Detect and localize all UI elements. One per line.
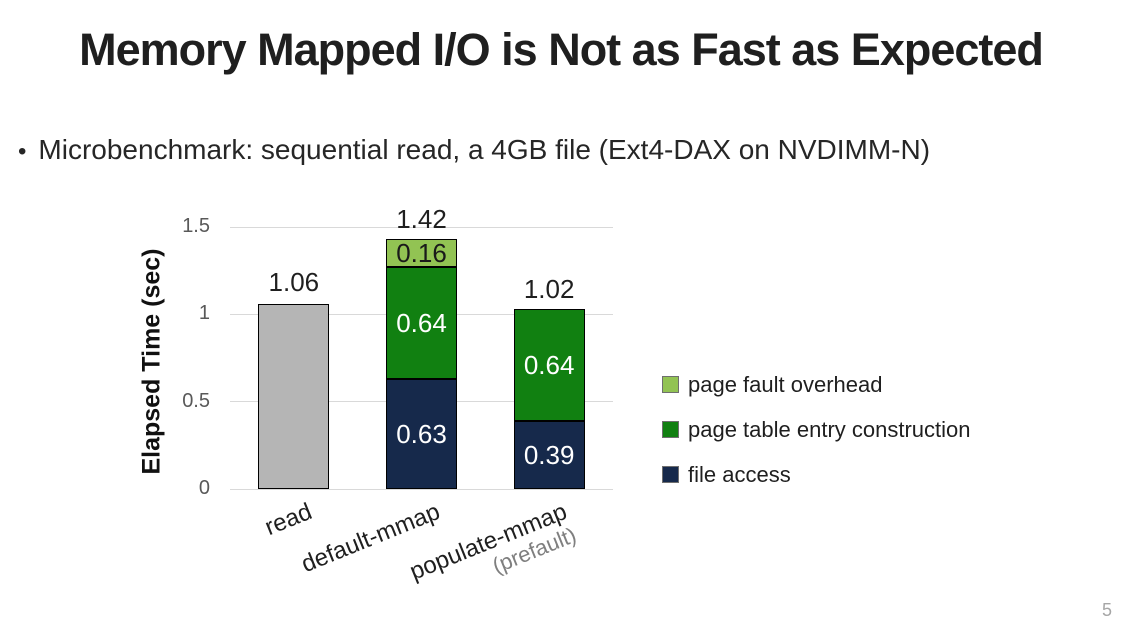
legend-label: file access <box>688 461 791 487</box>
bar-segment-read-read <box>258 303 330 489</box>
x-category-label-text: read <box>260 498 316 542</box>
y-tick-label-1.5: 1.5 <box>182 215 210 237</box>
legend-swatch-page-fault-overhead <box>662 376 679 393</box>
y-tick-label-0.5: 0.5 <box>182 389 210 412</box>
y-axis-title: Elapsed Time (sec) <box>137 248 166 475</box>
legend-label: page table entry construction <box>688 416 971 442</box>
bar-total-label-read: 1.06 <box>268 266 320 297</box>
bullet-text: Microbenchmark: sequential read, a 4GB f… <box>38 134 931 165</box>
plot-area: 1.06 0.63 0.64 0.16 1.42 0.39 0.64 1.02 <box>230 204 613 490</box>
legend-item-page-fault-overhead: page fault overhead <box>662 372 971 397</box>
bar-total-label-populate-mmap: 1.02 <box>523 273 575 304</box>
bullet-icon: • <box>18 138 27 165</box>
bar-segment-populate-mmap-page-table-entry-construction: 0.64 <box>513 309 585 421</box>
segment-value-label: 0.63 <box>396 418 447 449</box>
bullet-line: • Microbenchmark: sequential read, a 4GB … <box>18 134 930 166</box>
gridline-0 <box>230 488 613 490</box>
gridline-1.5 <box>230 226 613 228</box>
legend-swatch-file-access <box>662 466 679 483</box>
x-category-label-populate-mmap: populate-mmap (prefault) <box>339 498 580 626</box>
legend: page fault overhead page table entry cons… <box>662 372 971 507</box>
legend-item-page-table-entry-construction: page table entry construction <box>662 417 971 442</box>
bar-segment-populate-mmap-file-access: 0.39 <box>513 420 585 489</box>
segment-value-label: 0.64 <box>523 350 575 380</box>
segment-value-label: 0.64 <box>396 308 447 339</box>
legend-swatch-page-table-entry-construction <box>662 421 679 438</box>
slide-title: Memory Mapped I/O is Not as Fast as Expe… <box>79 24 1044 75</box>
y-tick-label-1: 1 <box>198 302 210 325</box>
bar-segment-default-mmap-file-access: 0.63 <box>386 378 457 489</box>
legend-label: page fault overhead <box>688 371 883 397</box>
legend-item-file-access: file access <box>662 462 971 487</box>
x-category-label-read: read <box>83 498 316 613</box>
bar-segment-default-mmap-page-fault-overhead: 0.16 <box>386 238 457 269</box>
segment-value-label: 0.39 <box>523 439 575 470</box>
page-number: 5 <box>1101 600 1112 620</box>
y-tick-label-0: 0 <box>198 477 210 499</box>
segment-value-label: 0.16 <box>396 238 447 269</box>
bar-segment-default-mmap-page-table-entry-construction: 0.64 <box>386 267 457 379</box>
bar-total-label-default-mmap: 1.42 <box>396 203 447 234</box>
